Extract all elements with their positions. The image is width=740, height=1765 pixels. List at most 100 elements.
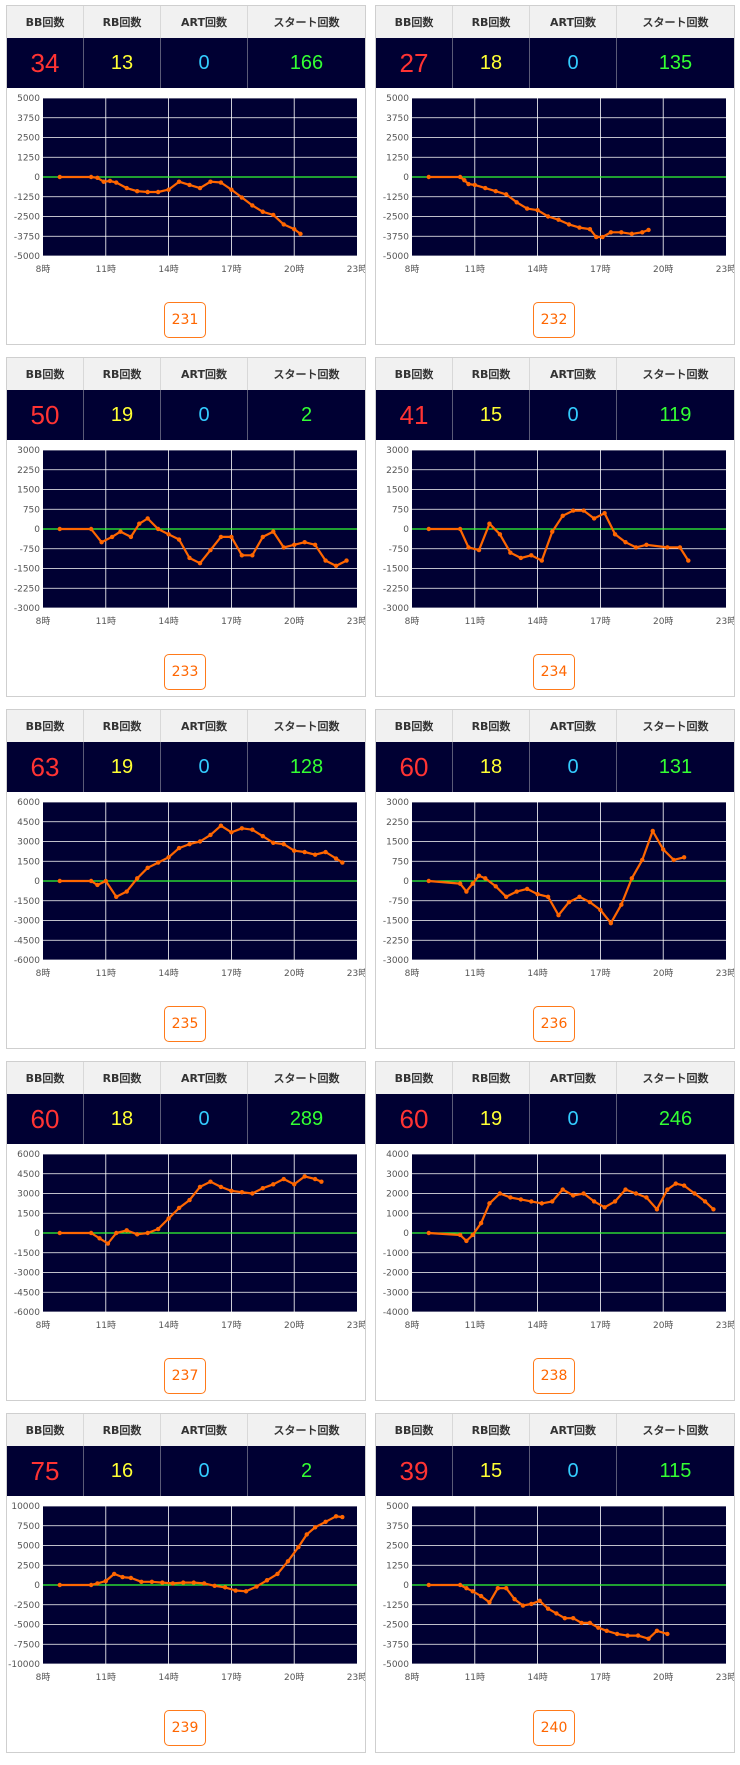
stats-values: 27 18 0 135	[376, 38, 734, 88]
start-header: スタート回数	[273, 1072, 340, 1085]
machine-number-button[interactable]: 240	[533, 1710, 575, 1746]
data-point	[250, 553, 255, 558]
data-point	[57, 1230, 62, 1236]
data-point	[137, 521, 142, 526]
bb-header: BB回数	[7, 6, 84, 38]
machine-number-button[interactable]: 231	[164, 302, 206, 338]
y-tick-label: 2500	[386, 1542, 409, 1552]
rb-count: 18	[453, 38, 530, 88]
start-count: 119	[659, 403, 692, 426]
y-tick-label: -6000	[14, 956, 40, 966]
machine-number-button[interactable]: 239	[164, 1710, 206, 1746]
data-point	[614, 1631, 620, 1637]
bb-header: BB回数	[376, 6, 453, 38]
y-tick-label: -750	[389, 545, 410, 555]
data-point	[312, 852, 318, 857]
data-point	[508, 1195, 513, 1200]
x-tick-label: 23時	[347, 968, 365, 979]
machine-number-button[interactable]: 236	[533, 1006, 575, 1042]
data-point	[292, 542, 297, 547]
machine-number-button[interactable]: 237	[164, 1358, 206, 1394]
start-header: スタート回数	[273, 720, 340, 733]
machine-number-button[interactable]: 234	[533, 654, 575, 690]
y-tick-label: 0	[403, 525, 409, 535]
data-point	[114, 180, 119, 185]
machine-number-button[interactable]: 238	[533, 1358, 575, 1394]
x-tick-label: 20時	[653, 264, 673, 275]
data-point	[472, 182, 477, 188]
data-point	[176, 1205, 182, 1211]
data-point	[103, 1578, 109, 1584]
data-point	[88, 526, 94, 532]
machine-card: BB回数 RB回数 ART回数 スタート回数 41 15 0 119 3000 2250 1500 7…	[375, 357, 735, 697]
bb-header: BB回数	[376, 1062, 453, 1094]
data-point	[105, 1241, 111, 1246]
stats-header: BB回数 RB回数 ART回数 スタート回数	[376, 1414, 734, 1447]
data-point	[208, 179, 213, 184]
start-header: スタート回数	[273, 16, 340, 29]
y-tick-label: -10000	[8, 1660, 40, 1670]
rb-header: RB回数	[453, 1062, 530, 1094]
data-point	[581, 508, 586, 513]
x-tick-label: 8時	[405, 968, 420, 979]
data-point	[478, 1220, 484, 1226]
data-point	[493, 884, 498, 889]
data-chart: 3000 2250 1500 750 0 -750 -1500 -2250 -3000 8時 11時…	[383, 446, 734, 627]
data-point	[187, 182, 192, 188]
y-tick-label: 6000	[17, 798, 40, 808]
y-tick-label: 0	[34, 1581, 40, 1591]
start-header: スタート回数	[273, 1424, 340, 1437]
y-tick-label: 6000	[17, 1150, 40, 1160]
y-tick-label: -1500	[14, 1249, 40, 1259]
machine-card: BB回数 RB回数 ART回数 スタート回数 60 18 0 289 6000 4500 3000 1…	[6, 1061, 366, 1401]
machine-number-button[interactable]: 235	[164, 1006, 206, 1042]
bb-header: BB回数	[376, 710, 453, 742]
data-point	[665, 1631, 670, 1637]
data-point	[596, 1625, 601, 1630]
rb-count: 15	[453, 390, 530, 440]
stats-values: 39 15 0 115	[376, 1446, 734, 1496]
data-point	[646, 227, 651, 233]
x-tick-label: 8時	[36, 1320, 51, 1331]
art-header: ART回数	[161, 6, 248, 38]
y-tick-label: 0	[403, 1581, 409, 1591]
data-point	[95, 882, 100, 888]
data-point	[587, 899, 593, 905]
y-tick-label: 2500	[17, 1561, 40, 1571]
y-tick-label: 0	[403, 877, 409, 887]
data-point	[145, 1230, 150, 1236]
data-point	[149, 1579, 155, 1585]
stats-header: BB回数 RB回数 ART回数 スタート回数	[7, 1062, 365, 1095]
art-header: ART回数	[161, 710, 248, 742]
data-point	[545, 894, 551, 899]
machine-number-button[interactable]: 232	[533, 302, 575, 338]
data-point	[312, 1525, 318, 1530]
data-point	[218, 823, 224, 828]
data-point	[292, 848, 297, 853]
machine-number-button[interactable]: 233	[164, 654, 206, 690]
rb-count: 19	[84, 390, 161, 440]
data-point	[570, 508, 576, 513]
data-point	[604, 1628, 609, 1634]
x-tick-label: 11時	[96, 616, 116, 627]
bb-count: 34	[7, 38, 84, 88]
bb-header: BB回数	[376, 358, 453, 390]
data-point	[487, 1600, 492, 1605]
stats-values: 60 19 0 246	[376, 1094, 734, 1144]
x-tick-label: 20時	[284, 1672, 304, 1683]
data-point	[340, 1514, 345, 1520]
art-count: 0	[161, 1094, 248, 1144]
rb-header: RB回数	[453, 358, 530, 390]
data-point	[539, 558, 544, 563]
bb-count: 27	[376, 38, 453, 88]
x-tick-label: 8時	[405, 264, 420, 275]
x-tick-label: 14時	[527, 264, 547, 275]
data-point	[426, 1230, 431, 1236]
data-point	[457, 526, 463, 532]
x-tick-label: 17時	[221, 616, 241, 627]
art-count: 0	[530, 742, 617, 792]
data-point	[229, 534, 234, 540]
data-point	[640, 857, 645, 863]
rb-header: RB回数	[84, 710, 161, 742]
data-point	[562, 1615, 568, 1621]
